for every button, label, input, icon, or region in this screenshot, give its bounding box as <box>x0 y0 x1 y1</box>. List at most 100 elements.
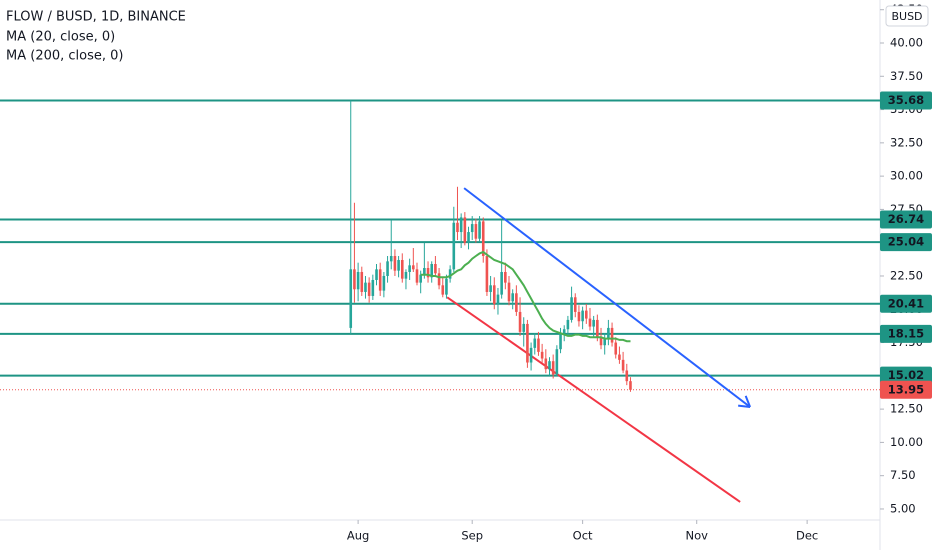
candle-body <box>507 282 511 302</box>
y-tick-label: 37.50 <box>890 69 923 83</box>
candle-body <box>573 297 577 312</box>
candle-body <box>364 282 367 292</box>
level-label-bg <box>880 91 932 110</box>
candle-body <box>467 232 470 243</box>
candle-body <box>584 310 588 319</box>
candle-body <box>562 329 566 334</box>
candle-body <box>548 361 551 370</box>
level-label-bg <box>880 366 932 385</box>
candle-body <box>592 319 595 327</box>
candle-body <box>456 222 459 233</box>
candle-body <box>474 224 478 239</box>
candle-body <box>437 273 441 286</box>
candle-body <box>434 264 437 274</box>
candle-body <box>577 311 581 322</box>
y-tick-label: 10.00 <box>890 435 923 449</box>
chart-title: FLOW / BUSD, 1D, BINANCE <box>6 10 186 25</box>
y-tick-label: 7.50 <box>890 468 916 482</box>
candle-body <box>423 267 426 275</box>
level-label-bg <box>880 324 932 343</box>
candle-body <box>478 221 481 239</box>
price-axis: 5.007.5010.0012.5015.0017.5020.0022.5025… <box>880 2 932 515</box>
candle-body <box>618 354 621 360</box>
candle-body <box>353 269 356 290</box>
candle-body <box>522 323 526 332</box>
candle-body <box>496 294 500 304</box>
candle-body <box>625 370 629 382</box>
candle-body <box>489 285 492 292</box>
candle-body <box>607 327 610 339</box>
arrow-head <box>738 404 751 408</box>
candle-body <box>555 349 559 375</box>
currency-label[interactable]: BUSD <box>891 10 922 23</box>
candle-body <box>470 224 474 233</box>
last-price-label: 13.95 <box>888 382 924 396</box>
y-tick-label: 30.00 <box>890 169 923 183</box>
candle-body <box>544 358 548 370</box>
candle-body <box>441 285 445 295</box>
candle-body <box>367 282 371 296</box>
candle-body <box>500 271 503 295</box>
candle-body <box>570 297 573 320</box>
candle-body <box>426 267 430 278</box>
candle-body <box>412 265 415 270</box>
plot-area <box>0 99 880 503</box>
candle-body <box>551 361 555 375</box>
candle-body <box>448 269 452 279</box>
candle-body <box>408 265 411 272</box>
candle-body <box>588 318 592 327</box>
candle-body <box>386 261 389 276</box>
candle-body <box>599 337 603 346</box>
candle-body <box>504 271 507 283</box>
candle-body <box>559 333 562 350</box>
candle-body <box>485 256 489 292</box>
y-tick-label: 32.50 <box>890 135 923 149</box>
currency-badge[interactable] <box>885 5 929 27</box>
candle-body <box>452 222 456 270</box>
candle-body <box>349 269 353 328</box>
candle-body <box>515 293 518 312</box>
level-label: 25.04 <box>888 235 924 249</box>
candle-body <box>614 342 618 355</box>
candle-body <box>393 256 397 271</box>
candle-body <box>492 285 496 304</box>
candle-body <box>566 319 570 330</box>
candle-body <box>603 338 607 346</box>
level-label-bg <box>880 210 932 229</box>
candle-body <box>481 221 485 257</box>
candle-body <box>629 381 632 390</box>
candle-body <box>581 310 584 322</box>
candle-body <box>356 271 360 290</box>
level-label: 18.15 <box>888 326 924 340</box>
x-tick-label: Nov <box>685 529 708 543</box>
level-label-bg <box>880 233 932 252</box>
candle-body <box>621 359 625 371</box>
candle-body <box>529 347 533 363</box>
candle-body <box>419 274 422 283</box>
candle-body <box>540 351 544 359</box>
y-tick-label: 22.50 <box>890 268 923 282</box>
candle-body <box>463 217 467 243</box>
candle-body <box>610 327 614 343</box>
legend-entry: MA (20, close, 0) <box>6 30 115 45</box>
candle-body <box>533 338 537 348</box>
arrow-head <box>744 395 752 408</box>
level-label: 26.74 <box>888 212 924 226</box>
candle-body <box>537 338 540 352</box>
candle-body <box>375 269 378 280</box>
level-label: 15.02 <box>888 368 924 382</box>
y-tick-label: 40.00 <box>890 36 923 50</box>
candle-body <box>382 275 386 291</box>
legend-entry: MA (200, close, 0) <box>6 49 123 64</box>
last-price-label-bg <box>880 380 932 399</box>
x-tick-label: Dec <box>796 529 818 543</box>
candle-body <box>445 278 448 295</box>
x-tick-label: Sep <box>461 529 483 543</box>
candle-body <box>459 217 463 233</box>
y-tick-label: 5.00 <box>890 501 916 515</box>
level-label: 20.41 <box>888 296 924 310</box>
candle-body <box>404 271 408 279</box>
level-label-bg <box>880 294 932 313</box>
candle-body <box>430 264 434 278</box>
